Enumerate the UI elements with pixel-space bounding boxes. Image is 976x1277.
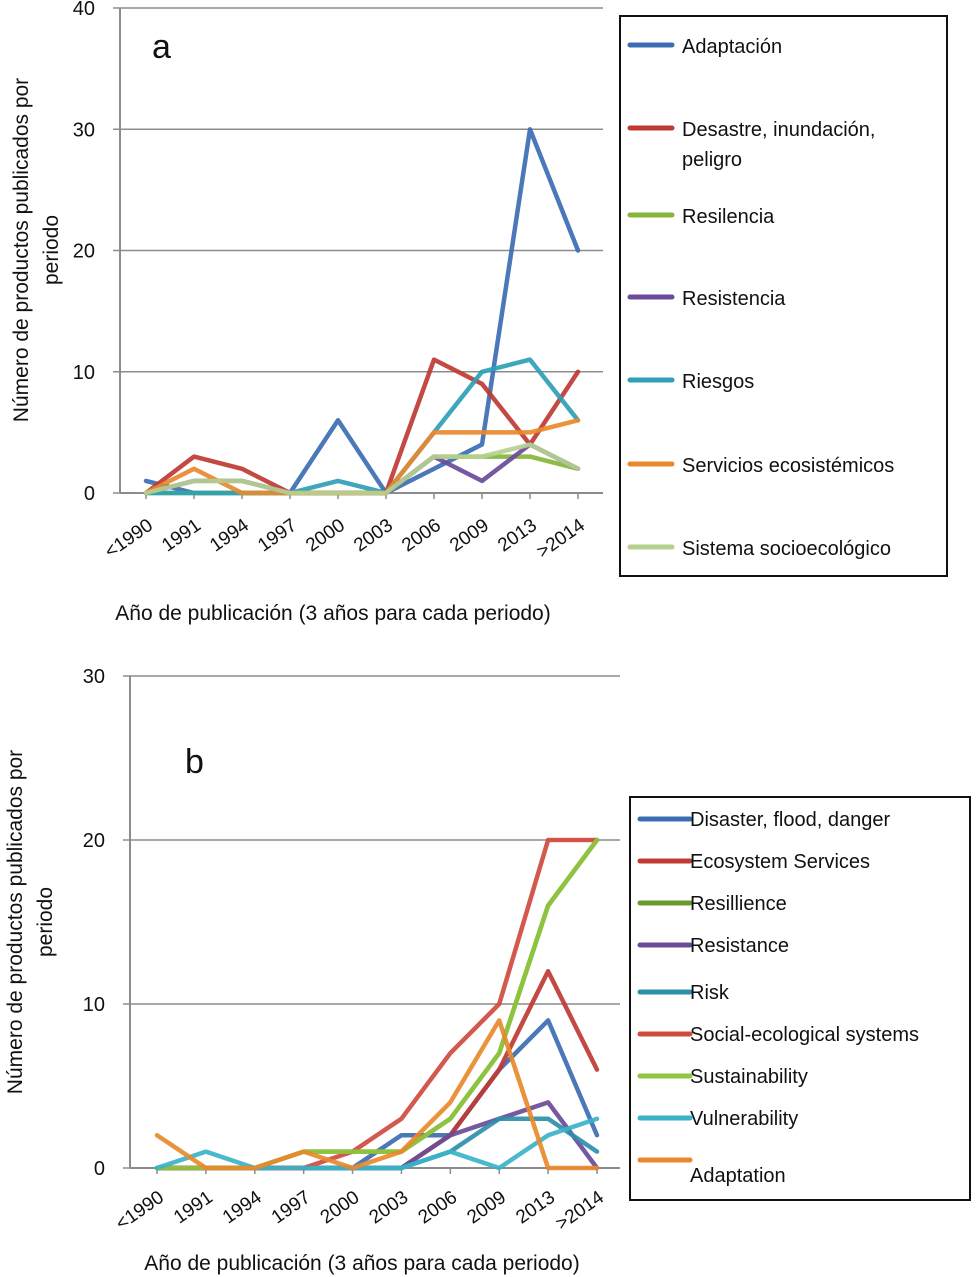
x-tick-label-2000: 2000 [317, 1187, 364, 1228]
x-tick-label-1991: 1991 [158, 515, 205, 556]
legend-label-line-1: Desastre, inundación, [682, 119, 875, 141]
series-line-desastre-inundacion-peligro [143, 357, 581, 496]
y-tick-label-10: 10 [73, 362, 95, 384]
y-axis-title-line-2: periodo [34, 887, 57, 957]
x-tick-label-1994: 1994 [206, 515, 253, 557]
x-axis-title: Año de publicación (3 años para cada per… [144, 1252, 579, 1275]
chart-b: 0 10 20 30 <1990 1991 1994 1997 2000 2003 2006 2009… [4, 666, 971, 1275]
legend-label-line-2: peligro [682, 149, 742, 171]
y-tick-label-10: 10 [83, 994, 105, 1016]
x-tick-label-2013: 2013 [494, 515, 541, 556]
x-tick-label-2009: 2009 [446, 515, 493, 556]
x-tick-label-2003: 2003 [350, 515, 397, 556]
series-line-riesgos [143, 357, 581, 496]
legend-label-disaster-flood-danger: Disaster, flood, danger [690, 809, 890, 831]
x-tick-label-2013: 2013 [512, 1187, 559, 1228]
legend-label-desastre-inundacion-peligro: Desastre, inundación, peligro [682, 119, 875, 171]
y-tick-label-20: 20 [73, 241, 95, 263]
x-tick-label-2014: >2014 [533, 515, 589, 563]
legend-label-resistance: Resistance [690, 935, 789, 957]
legend-label-vulnerability: Vulnerability [690, 1108, 798, 1130]
legend-box [629, 796, 971, 1201]
x-tick-label-2006: 2006 [415, 1187, 462, 1228]
x-axis-title: Año de publicación (3 años para cada per… [115, 602, 550, 625]
x-tick-label-2014: >2014 [552, 1187, 608, 1235]
series-line-vulnerability [154, 1116, 600, 1171]
x-tick-label-1994: 1994 [219, 1187, 266, 1229]
legend-label-sustainability: Sustainability [690, 1066, 808, 1088]
series-line-sistema-socioecologico [143, 442, 581, 496]
series-line-adaptacion [143, 127, 581, 496]
x-tick-label-1997: 1997 [254, 515, 301, 556]
legend-label-adaptacion: Adaptación [682, 36, 782, 58]
y-axis-title-line-2: periodo [40, 215, 63, 285]
x-tick-label-1991: 1991 [170, 1187, 217, 1228]
legend-label-adaptation: Adaptation [690, 1165, 786, 1187]
x-tick-label-2000: 2000 [302, 515, 349, 556]
y-tick-label-20: 20 [83, 830, 105, 852]
legend-label-riesgos: Riesgos [682, 371, 754, 393]
legend-box [619, 15, 948, 577]
x-tick-label-1990: <1990 [101, 515, 157, 563]
y-axis-title-line-1: Número de productos publicados por [4, 750, 27, 1094]
x-tick-label-2009: 2009 [463, 1187, 510, 1228]
legend-label-resillience: Resillience [690, 893, 787, 915]
y-tick-label-30: 30 [83, 666, 105, 688]
series-line-adaptation [154, 1018, 600, 1171]
x-tick-label-1990: <1990 [112, 1187, 168, 1235]
legend-label-resistencia: Resistencia [682, 288, 786, 310]
x-tick-label-2006: 2006 [398, 515, 445, 556]
legend-label-social-ecological-systems: Social-ecological systems [690, 1024, 919, 1046]
x-tick-label-2003: 2003 [366, 1187, 413, 1228]
legend-label-ecosystem-services: Ecosystem Services [690, 851, 870, 873]
series-line-ecosystem-services [154, 968, 600, 1171]
y-tick-label-40: 40 [73, 0, 95, 20]
panel-letter: a [152, 28, 171, 66]
y-tick-label-0: 0 [94, 1158, 105, 1180]
x-tick-label-1997: 1997 [268, 1187, 315, 1228]
legend-label-sistema-socioecologico: Sistema socioecológico [682, 538, 891, 560]
legend-label-servicios-ecosistemicos: Servicios ecosistémicos [682, 455, 894, 477]
y-tick-label-0: 0 [84, 483, 95, 505]
legend-label-resilencia: Resilencia [682, 206, 775, 228]
y-axis-title-line-1: Número de productos publicados por [10, 78, 33, 422]
panel-letter: b [185, 743, 204, 781]
y-tick-label-30: 30 [73, 119, 95, 141]
legend-label-risk: Risk [690, 982, 730, 1004]
